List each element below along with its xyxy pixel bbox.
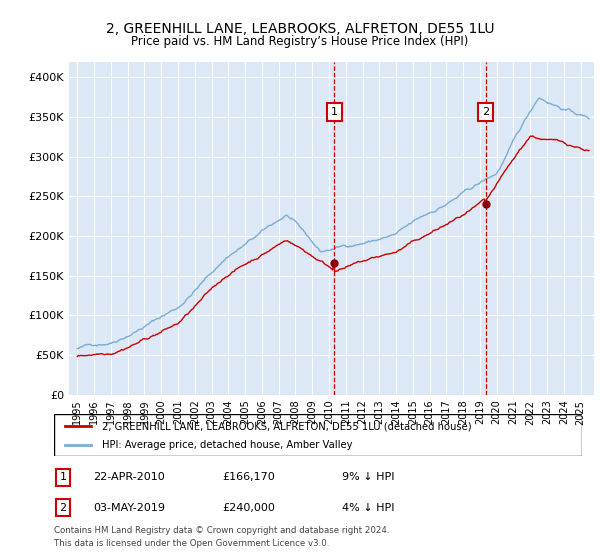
Text: Contains HM Land Registry data © Crown copyright and database right 2024.: Contains HM Land Registry data © Crown c…	[54, 526, 389, 535]
Text: 1: 1	[331, 108, 338, 118]
Text: 2: 2	[59, 503, 67, 513]
Text: 9% ↓ HPI: 9% ↓ HPI	[342, 472, 395, 482]
Text: £166,170: £166,170	[222, 472, 275, 482]
Text: 03-MAY-2019: 03-MAY-2019	[93, 503, 165, 513]
Text: Price paid vs. HM Land Registry’s House Price Index (HPI): Price paid vs. HM Land Registry’s House …	[131, 35, 469, 48]
Text: 2, GREENHILL LANE, LEABROOKS, ALFRETON, DE55 1LU (detached house): 2, GREENHILL LANE, LEABROOKS, ALFRETON, …	[101, 421, 471, 431]
Text: This data is licensed under the Open Government Licence v3.0.: This data is licensed under the Open Gov…	[54, 539, 329, 548]
Text: 2, GREENHILL LANE, LEABROOKS, ALFRETON, DE55 1LU: 2, GREENHILL LANE, LEABROOKS, ALFRETON, …	[106, 22, 494, 36]
Text: 4% ↓ HPI: 4% ↓ HPI	[342, 503, 395, 513]
Text: £240,000: £240,000	[222, 503, 275, 513]
Text: HPI: Average price, detached house, Amber Valley: HPI: Average price, detached house, Ambe…	[101, 440, 352, 450]
Text: 1: 1	[59, 472, 67, 482]
Text: 22-APR-2010: 22-APR-2010	[93, 472, 165, 482]
Text: 2: 2	[482, 108, 489, 118]
